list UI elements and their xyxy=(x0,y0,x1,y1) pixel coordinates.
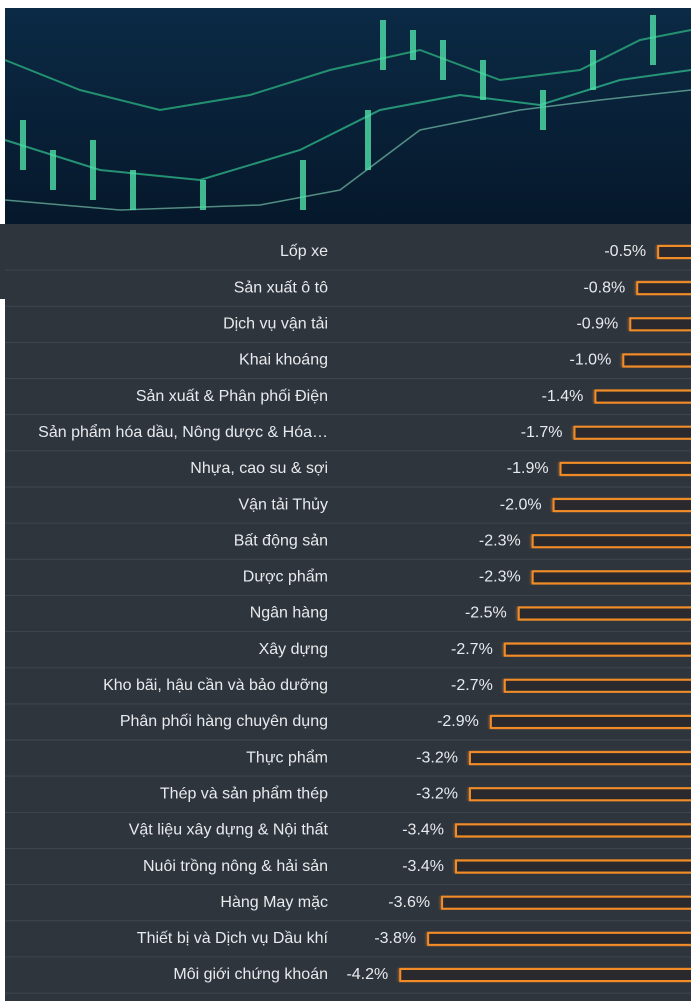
value-label: -3.2% xyxy=(416,785,458,802)
category-label: Ngân hàng xyxy=(250,605,328,622)
value-label: -1.4% xyxy=(542,388,584,405)
header-image xyxy=(5,8,691,224)
category-label: Vận tải Thủy xyxy=(238,496,328,513)
value-label: -3.4% xyxy=(402,858,444,875)
bar xyxy=(442,897,691,909)
bar xyxy=(561,463,691,475)
category-label: Dịch vụ vận tải xyxy=(223,316,328,333)
value-label: -2.5% xyxy=(465,605,507,622)
bar xyxy=(505,680,691,692)
category-label: Nuôi trồng nông & hải sản xyxy=(143,858,328,875)
value-label: -3.8% xyxy=(374,930,416,947)
value-label: -1.7% xyxy=(521,424,563,441)
value-label: -0.5% xyxy=(604,243,646,260)
bar xyxy=(470,752,691,764)
category-label: Kho bãi, hậu cần và bảo dưỡng xyxy=(103,677,328,694)
value-label: -2.7% xyxy=(451,677,493,694)
category-label: Sản phẩm hóa dầu, Nông dược & Hóa… xyxy=(38,423,328,441)
bar xyxy=(630,318,691,330)
value-label: -2.3% xyxy=(479,532,521,549)
category-label: Phân phối hàng chuyên dụng xyxy=(120,713,328,730)
bar xyxy=(456,824,691,836)
value-label: -0.8% xyxy=(583,279,625,296)
category-label: Xây dựng xyxy=(259,641,328,658)
bar xyxy=(519,608,691,620)
category-label: Môi giới chứng khoán xyxy=(173,966,328,983)
value-label: -4.2% xyxy=(346,966,388,983)
value-label: -2.9% xyxy=(437,713,479,730)
value-label: -1.0% xyxy=(570,352,612,369)
value-label: -0.9% xyxy=(576,316,618,333)
category-label: Thực phẩm xyxy=(246,748,328,766)
category-label: Bất động sản xyxy=(234,532,328,549)
category-label: Nhựa, cao su & sợi xyxy=(190,460,328,477)
bar xyxy=(470,788,691,800)
bar xyxy=(505,644,691,656)
category-label: Vật liệu xây dựng & Nội thất xyxy=(129,822,329,839)
value-label: -3.2% xyxy=(416,749,458,766)
bar xyxy=(533,535,691,547)
value-label: -1.9% xyxy=(507,460,549,477)
page: Lốp xe -0.5% Sản xuất ô tô -0.8% Dịch vụ vận… xyxy=(0,0,691,1001)
chart-background-edge xyxy=(0,224,5,299)
bar xyxy=(456,861,691,873)
bar xyxy=(400,969,691,981)
category-label: Khai khoáng xyxy=(239,352,328,369)
bar xyxy=(658,246,691,258)
bar xyxy=(575,427,691,439)
value-label: -3.6% xyxy=(388,894,430,911)
bar xyxy=(637,282,691,294)
bar xyxy=(491,716,691,728)
bar xyxy=(533,571,691,583)
category-label: Sản xuất ô tô xyxy=(234,279,328,296)
category-label: Lốp xe xyxy=(280,243,328,260)
value-label: -3.4% xyxy=(402,822,444,839)
bar xyxy=(623,354,691,366)
bar xyxy=(554,499,691,511)
category-label: Thiết bị và Dịch vụ Dầu khí xyxy=(137,930,329,947)
category-label: Thép và sản phẩm thép xyxy=(160,784,328,802)
value-label: -2.0% xyxy=(500,496,542,513)
bar xyxy=(428,933,691,945)
value-label: -2.3% xyxy=(479,569,521,586)
category-label: Dược phẩm xyxy=(243,568,328,586)
bar xyxy=(595,391,691,403)
category-label: Sản xuất & Phân phối Điện xyxy=(136,388,328,405)
category-label: Hàng May mặc xyxy=(220,894,328,911)
value-label: -2.7% xyxy=(451,641,493,658)
